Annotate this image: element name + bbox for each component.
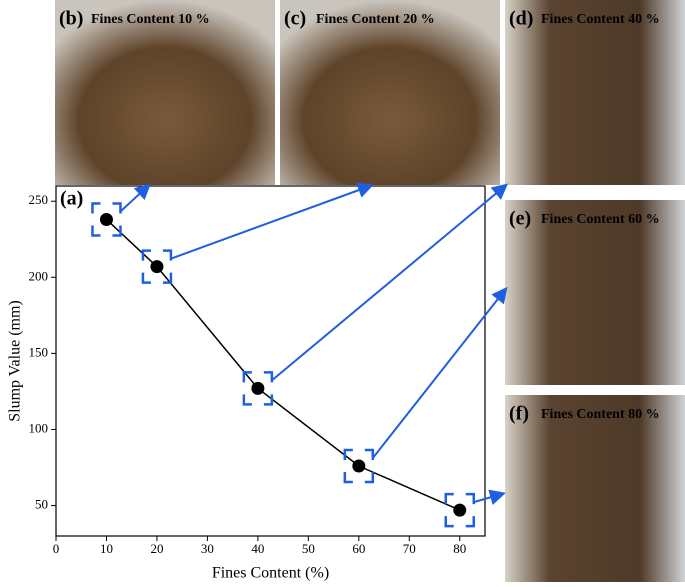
plot: 0 10 20 30 40 50 60 70 80 50 100 150 200 250 Fines Con… xyxy=(7,182,509,582)
photo-label: (e) xyxy=(509,208,531,230)
callout-arrow xyxy=(372,286,508,459)
callout-arrow xyxy=(473,489,506,506)
plot-area xyxy=(55,185,486,537)
data-point xyxy=(99,212,113,226)
data-point xyxy=(453,503,467,517)
panel-label: (a) xyxy=(60,188,83,210)
photo-label: (f) xyxy=(509,403,529,425)
x-tick-label: 40 xyxy=(251,541,264,556)
photo-caption: Fines Content 20 % xyxy=(316,12,435,27)
photo-caption: Fines Content 40 % xyxy=(541,12,660,27)
highlight-bracket xyxy=(242,371,274,406)
data-point xyxy=(251,381,265,395)
x-tick-label: 10 xyxy=(100,541,113,556)
photo-label: (b) xyxy=(59,8,83,30)
x-tick-label: 70 xyxy=(403,541,416,556)
y-axis-label: Slump Value (mm) xyxy=(7,300,24,421)
photo xyxy=(505,0,685,185)
photo-label: (c) xyxy=(284,8,306,30)
x-tick-label: 0 xyxy=(53,541,60,556)
data-point xyxy=(352,459,366,473)
highlight-bracket xyxy=(91,202,122,237)
callout-arrow xyxy=(170,182,374,260)
y-tick-label: 50 xyxy=(35,497,48,512)
y-tick-label: 200 xyxy=(29,268,49,283)
x-tick-label: 80 xyxy=(453,541,466,556)
x-tick-label: 50 xyxy=(302,541,315,556)
data-point xyxy=(150,260,164,274)
x-axis-label: Fines Content (%) xyxy=(212,565,329,582)
y-tick-label: 150 xyxy=(29,344,49,359)
callout-arrow xyxy=(271,183,509,382)
highlight-bracket xyxy=(444,492,476,528)
x-tick-label: 30 xyxy=(201,541,214,556)
photos: (b) Fines Content 10 % (c) Fines Content 20… xyxy=(55,0,685,582)
x-tick-label: 20 xyxy=(150,541,163,556)
highlight-bracket xyxy=(141,249,173,284)
x-tick-label: 60 xyxy=(352,541,365,556)
photo-label: (d) xyxy=(509,8,533,30)
photo xyxy=(280,0,500,185)
y-tick-label: 250 xyxy=(29,192,49,207)
highlight-bracket xyxy=(343,448,375,484)
photo-caption: Fines Content 10 % xyxy=(91,12,210,27)
y-tick-label: 100 xyxy=(29,420,49,435)
photo xyxy=(505,200,685,385)
photo-caption: Fines Content 60 % xyxy=(541,212,660,227)
photo xyxy=(505,395,685,582)
photo-caption: Fines Content 80 % xyxy=(541,407,660,422)
callout-arrow xyxy=(119,183,151,213)
photo xyxy=(55,0,275,185)
